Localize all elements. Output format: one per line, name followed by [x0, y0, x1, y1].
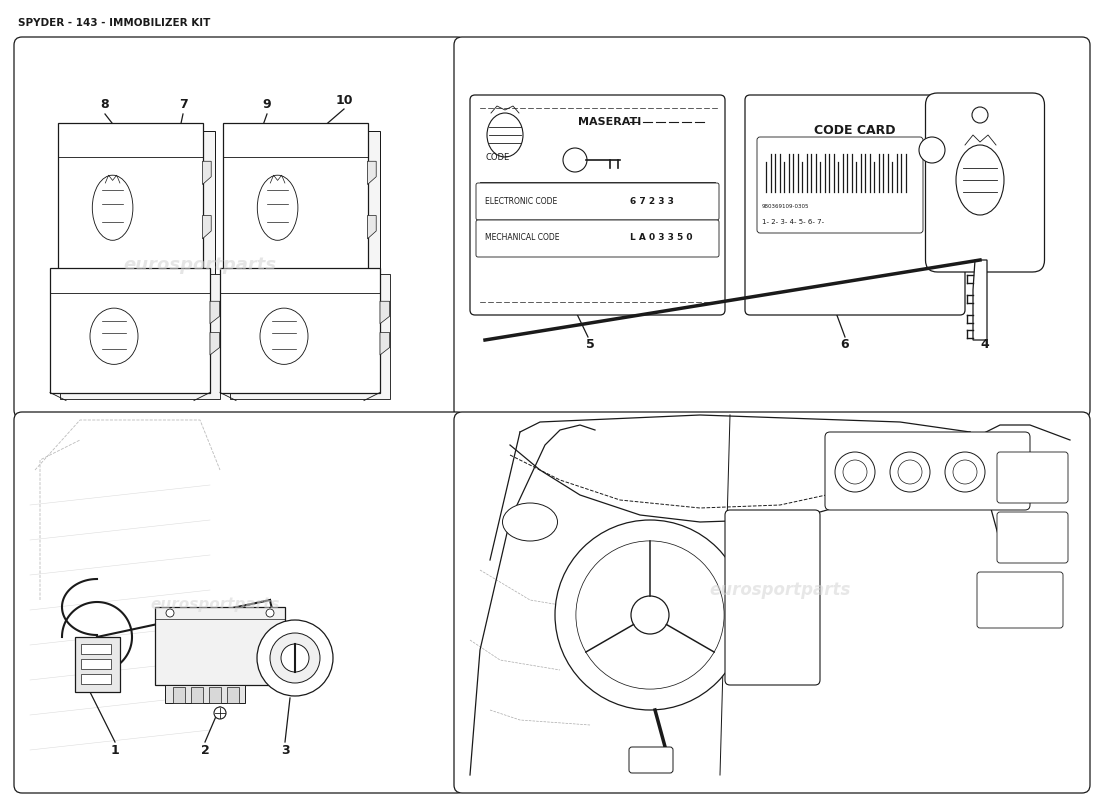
Text: MASERATI: MASERATI [579, 117, 641, 127]
FancyBboxPatch shape [173, 687, 185, 703]
FancyBboxPatch shape [227, 687, 239, 703]
Text: 7: 7 [178, 98, 187, 111]
Polygon shape [69, 130, 214, 286]
Ellipse shape [956, 145, 1004, 215]
Circle shape [257, 620, 333, 696]
Circle shape [898, 460, 922, 484]
Ellipse shape [503, 503, 558, 541]
Text: 6 7 2 3 3: 6 7 2 3 3 [630, 197, 674, 206]
Polygon shape [210, 302, 220, 324]
Polygon shape [974, 260, 987, 340]
Text: 3: 3 [280, 743, 289, 757]
Text: ELECTRONIC CODE: ELECTRONIC CODE [485, 197, 558, 206]
FancyBboxPatch shape [745, 95, 965, 315]
Circle shape [266, 609, 274, 617]
Text: 10: 10 [336, 94, 353, 106]
Circle shape [166, 609, 174, 617]
FancyBboxPatch shape [454, 37, 1090, 418]
Polygon shape [367, 162, 376, 185]
Polygon shape [202, 215, 211, 238]
Circle shape [918, 137, 945, 163]
Ellipse shape [260, 308, 308, 364]
Circle shape [953, 460, 977, 484]
FancyBboxPatch shape [977, 572, 1063, 628]
Text: 1- 2- 3- 4- 5- 6- 7-: 1- 2- 3- 4- 5- 6- 7- [762, 219, 824, 225]
FancyBboxPatch shape [997, 452, 1068, 503]
Ellipse shape [92, 175, 133, 240]
FancyBboxPatch shape [997, 512, 1068, 563]
Polygon shape [202, 162, 211, 185]
Polygon shape [379, 333, 389, 355]
Text: CODE: CODE [485, 154, 509, 162]
Text: eurosportparts: eurosportparts [710, 581, 850, 599]
FancyBboxPatch shape [757, 137, 923, 233]
FancyBboxPatch shape [165, 685, 245, 703]
Circle shape [576, 541, 724, 689]
FancyBboxPatch shape [81, 674, 111, 684]
Text: SPYDER - 143 - IMMOBILIZER KIT: SPYDER - 143 - IMMOBILIZER KIT [18, 18, 210, 28]
Polygon shape [210, 333, 220, 355]
FancyBboxPatch shape [14, 412, 465, 793]
Circle shape [835, 452, 874, 492]
Text: MECHANICAL CODE: MECHANICAL CODE [485, 234, 560, 242]
FancyBboxPatch shape [470, 95, 725, 315]
FancyBboxPatch shape [454, 412, 1090, 793]
FancyBboxPatch shape [155, 607, 285, 685]
FancyBboxPatch shape [14, 37, 465, 418]
Text: 2: 2 [200, 743, 209, 757]
Text: eurosportparts: eurosportparts [151, 598, 279, 613]
Text: CODE CARD: CODE CARD [814, 123, 895, 137]
Text: 5: 5 [585, 338, 594, 351]
FancyBboxPatch shape [925, 93, 1045, 272]
Polygon shape [367, 215, 376, 238]
FancyBboxPatch shape [476, 220, 719, 257]
Polygon shape [222, 122, 367, 278]
Circle shape [631, 596, 669, 634]
Text: 980369109-0305: 980369109-0305 [762, 205, 810, 210]
Circle shape [214, 707, 225, 719]
Circle shape [843, 460, 867, 484]
Text: 9: 9 [263, 98, 272, 111]
Circle shape [563, 148, 587, 172]
Polygon shape [220, 267, 380, 393]
Circle shape [890, 452, 930, 492]
Circle shape [280, 644, 309, 672]
Circle shape [270, 633, 320, 683]
Text: 1: 1 [111, 743, 120, 757]
Ellipse shape [487, 113, 522, 157]
Text: 8: 8 [101, 98, 109, 111]
FancyBboxPatch shape [191, 687, 204, 703]
Text: L A 0 3 3 5 0: L A 0 3 3 5 0 [630, 234, 693, 242]
Polygon shape [379, 302, 389, 324]
FancyBboxPatch shape [629, 747, 673, 773]
Polygon shape [60, 274, 220, 398]
Text: 6: 6 [840, 338, 849, 351]
FancyBboxPatch shape [81, 644, 111, 654]
Polygon shape [57, 122, 202, 278]
FancyBboxPatch shape [75, 637, 120, 692]
Ellipse shape [90, 308, 138, 364]
FancyBboxPatch shape [476, 183, 719, 220]
Text: eurosportparts: eurosportparts [123, 256, 276, 274]
Polygon shape [230, 274, 390, 398]
FancyBboxPatch shape [209, 687, 221, 703]
Circle shape [556, 520, 745, 710]
Ellipse shape [257, 175, 298, 240]
FancyBboxPatch shape [81, 659, 111, 669]
Text: 4: 4 [980, 338, 989, 351]
Polygon shape [50, 267, 210, 393]
Polygon shape [234, 130, 380, 286]
Circle shape [972, 107, 988, 123]
FancyBboxPatch shape [725, 510, 820, 685]
Circle shape [945, 452, 984, 492]
FancyBboxPatch shape [825, 432, 1030, 510]
